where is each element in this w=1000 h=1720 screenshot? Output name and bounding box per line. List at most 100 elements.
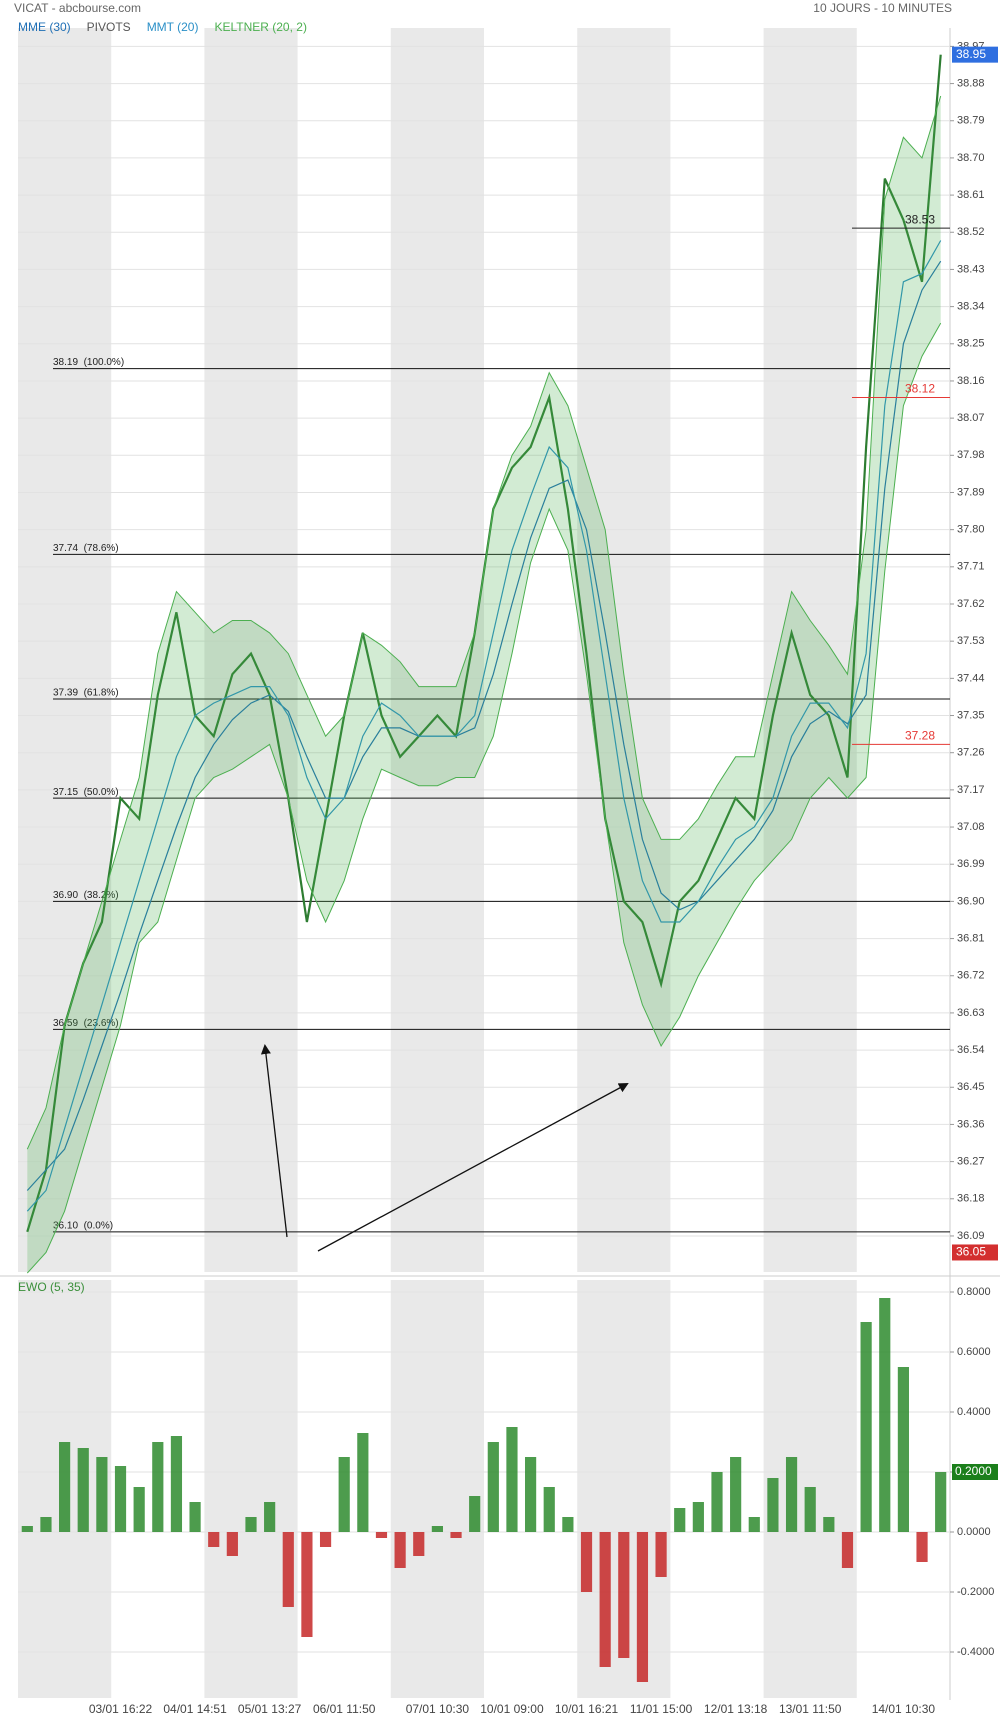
ewo-bar xyxy=(40,1517,52,1532)
day-shade xyxy=(390,1280,484,1698)
ewo-bar xyxy=(674,1508,686,1532)
y-tick-label: 37.35 xyxy=(957,709,985,721)
y-tick-label: 37.53 xyxy=(957,635,985,647)
ewo-bar xyxy=(692,1502,704,1532)
y-tick-label: 36.27 xyxy=(957,1156,985,1168)
keltner-upper xyxy=(26,95,942,1150)
fib-label: 37.15 (50.0%) xyxy=(53,787,119,798)
page-title: VICAT - abcbourse.com xyxy=(14,1,141,15)
value-tag-label: 0.2000 xyxy=(955,1464,992,1478)
ewo-bar xyxy=(767,1478,779,1532)
y-tick-label: 36.54 xyxy=(957,1044,985,1056)
ewo-bar xyxy=(525,1457,537,1532)
y-tick-label: 38.79 xyxy=(957,115,985,127)
y-tick-label: 0.0000 xyxy=(957,1526,991,1538)
ewo-bar xyxy=(245,1517,257,1532)
ewo-bar xyxy=(208,1532,220,1547)
ewo-bar xyxy=(394,1532,406,1568)
panel-title: EWO (5, 35) xyxy=(18,1280,85,1294)
ewo-bar xyxy=(487,1442,499,1532)
x-tick-label: 13/01 11:50 xyxy=(779,1702,842,1716)
y-tick-label: 36.99 xyxy=(957,858,985,870)
x-tick-label: 03/01 16:22 xyxy=(89,1702,153,1716)
y-tick-label: 36.72 xyxy=(957,970,985,982)
y-tick-label: 38.52 xyxy=(957,226,985,238)
x-tick-label: 07/01 10:30 xyxy=(406,1702,470,1716)
ewo-bar xyxy=(319,1532,332,1547)
y-tick-label: 38.43 xyxy=(957,263,985,275)
ewo-bar xyxy=(133,1487,145,1532)
y-tick-label: 0.4000 xyxy=(957,1406,991,1418)
x-tick-label: 14/01 10:30 xyxy=(872,1702,936,1716)
y-tick-label: 37.08 xyxy=(957,821,985,833)
pivot-label: 38.12 xyxy=(905,382,935,396)
y-tick-label: 37.98 xyxy=(957,449,985,461)
arrow xyxy=(317,1083,629,1252)
day-shade xyxy=(204,1280,298,1698)
y-tick-label: 36.09 xyxy=(957,1230,985,1242)
ewo-bar xyxy=(860,1322,872,1532)
y-tick-label: -0.4000 xyxy=(957,1646,994,1658)
ewo-bar xyxy=(338,1457,350,1532)
x-tick-label: 04/01 14:51 xyxy=(163,1702,227,1716)
y-tick-label: 37.17 xyxy=(957,784,985,796)
y-tick-label: 37.89 xyxy=(957,486,985,498)
y-tick-label: 0.8000 xyxy=(957,1286,991,1298)
fib-label: 37.74 (78.6%) xyxy=(53,543,119,554)
average-line xyxy=(26,260,942,1191)
x-tick-label: 06/01 11:50 xyxy=(313,1702,376,1716)
y-tick-label: 36.18 xyxy=(957,1193,985,1205)
ewo-bar xyxy=(804,1487,816,1532)
ewo-bar xyxy=(618,1532,630,1658)
y-tick-label: 36.90 xyxy=(957,895,985,907)
fib-label: 38.19 (100.0%) xyxy=(53,357,124,368)
ewo-bar xyxy=(152,1442,164,1532)
y-tick-label: 37.80 xyxy=(957,524,985,536)
y-tick-label: 37.26 xyxy=(957,747,985,759)
y-tick-label: 38.25 xyxy=(957,338,985,350)
period-label: 10 JOURS - 10 MINUTES xyxy=(813,1,952,15)
ewo-bar xyxy=(935,1472,947,1532)
ewo-bar xyxy=(450,1532,462,1538)
y-tick-label: 37.71 xyxy=(957,561,985,573)
legend-item: PIVOTS xyxy=(87,20,131,34)
y-tick-label: 36.63 xyxy=(957,1007,985,1019)
ewo-bar xyxy=(748,1517,760,1532)
ewo-bar xyxy=(655,1532,667,1577)
ewo-bar xyxy=(96,1457,108,1532)
ewo-bar xyxy=(823,1517,835,1532)
y-tick-label: -0.2000 xyxy=(957,1586,994,1598)
x-tick-label: 10/01 09:00 xyxy=(480,1702,544,1716)
ewo-bar xyxy=(897,1367,909,1532)
keltner-lower xyxy=(26,322,942,1274)
pivot-label: 38.53 xyxy=(905,212,935,226)
ewo-bar xyxy=(282,1532,294,1607)
ewo-bar xyxy=(264,1502,276,1532)
x-tick-label: 05/01 13:27 xyxy=(238,1702,302,1716)
y-tick-label: 36.45 xyxy=(957,1081,985,1093)
arrow xyxy=(260,1044,288,1238)
ewo-bar xyxy=(469,1496,481,1532)
x-tick-label: 10/01 16:21 xyxy=(555,1702,619,1716)
ewo-bar xyxy=(916,1532,928,1562)
y-tick-label: 38.07 xyxy=(957,412,985,424)
ewo-bar xyxy=(170,1436,183,1532)
pivot-label: 37.28 xyxy=(905,729,935,743)
legend-item: MMT (20) xyxy=(147,20,199,34)
ewo-bar xyxy=(431,1526,443,1532)
legend-item: MME (30) xyxy=(18,20,71,34)
ewo-bar xyxy=(375,1532,388,1538)
day-shade xyxy=(577,28,671,1272)
ewo-bar xyxy=(636,1532,649,1682)
y-tick-label: 37.44 xyxy=(957,672,985,684)
fib-label: 36.59 (23.6%) xyxy=(53,1018,119,1029)
y-tick-label: 37.62 xyxy=(957,598,985,610)
ewo-bar xyxy=(580,1532,593,1592)
y-tick-label: 38.34 xyxy=(957,301,985,313)
y-tick-label: 36.81 xyxy=(957,932,985,944)
ewo-bar xyxy=(506,1427,518,1532)
ewo-bar xyxy=(114,1466,127,1532)
ewo-bar xyxy=(77,1448,89,1532)
